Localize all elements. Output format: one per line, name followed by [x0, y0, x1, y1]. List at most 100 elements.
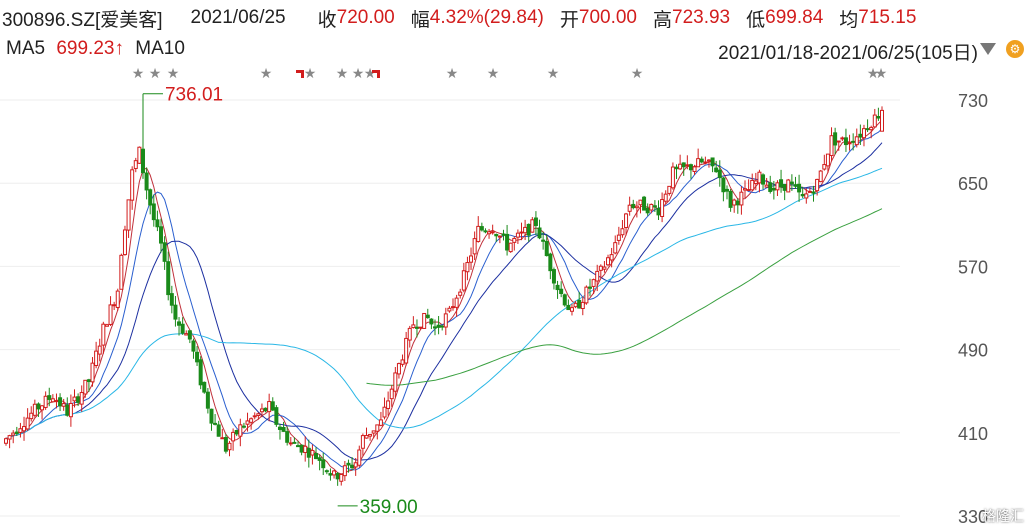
max-label: 736.01 [165, 85, 223, 106]
candle-body [631, 203, 636, 209]
candle-body [544, 240, 549, 257]
candle-body [342, 465, 347, 477]
candle-body [151, 203, 156, 221]
candle-body [184, 333, 189, 336]
candle-body [771, 187, 776, 191]
candle-body [642, 196, 647, 211]
candle-body [652, 205, 657, 208]
moving-averages [5, 119, 883, 475]
watermark: 格隆汇 [982, 508, 1024, 524]
candle-body [231, 431, 236, 442]
ma20-line [5, 142, 883, 461]
candle-body [83, 379, 88, 395]
candle-body [681, 162, 686, 168]
candle-body [670, 166, 675, 189]
date-range[interactable]: 2021/01/18-2021/06/25(105日) [718, 43, 978, 64]
candle-body [263, 407, 268, 412]
candle-body [537, 227, 542, 239]
avg-label: 均 [839, 9, 859, 31]
candle-body [378, 419, 383, 426]
candle-body [259, 408, 264, 413]
candle-body [717, 169, 722, 179]
candle-body [418, 326, 423, 329]
candle-body [706, 159, 711, 162]
candle-body [566, 305, 571, 311]
candle-body [443, 313, 448, 328]
candle-body [32, 403, 37, 416]
range-dropdown-icon[interactable] [980, 43, 996, 55]
candle-body [451, 306, 456, 309]
candle-body [710, 157, 715, 167]
candle-body [18, 428, 23, 433]
ma60-line [5, 167, 883, 440]
candle-body [724, 188, 729, 192]
candle-body [613, 242, 618, 254]
candle-body [40, 405, 45, 411]
candle-body [50, 398, 55, 403]
candle-body [339, 473, 344, 482]
y-tick-label: 650 [958, 174, 988, 194]
candle-body [779, 179, 784, 188]
candle-body [869, 126, 874, 131]
candle-body [746, 189, 751, 192]
low-label: 低 [746, 9, 766, 31]
candle-body [876, 116, 881, 119]
candle-body [332, 470, 337, 476]
candle-body [797, 183, 802, 193]
event-star: ★ [304, 65, 317, 81]
candle-body [393, 372, 398, 392]
change-value: 4.32%(29.84) [429, 7, 544, 28]
event-star: ★ [487, 65, 500, 81]
candle-body [843, 137, 848, 146]
candle-body [86, 379, 91, 383]
ma120-line [366, 208, 883, 386]
candle-body [108, 304, 113, 325]
settings-icon[interactable]: ⚙ [1006, 40, 1024, 58]
ma5-value: 699.23↑ [56, 38, 124, 59]
event-flag [301, 70, 304, 78]
change-label: 幅 [410, 9, 430, 31]
candle-body [591, 279, 596, 287]
event-markers: ★ ★ ★ ★ ★ ★ ★ ★ ★ ★ ★ ★ ★★ [132, 65, 888, 81]
candle-body [414, 326, 419, 329]
stock-code-name: 300896.SZ[爱美客] [2, 9, 163, 31]
candle-body [505, 233, 510, 251]
candle-body [764, 184, 769, 188]
candle-body [667, 185, 672, 194]
candle-body [36, 403, 41, 410]
candle-body [314, 452, 319, 460]
candle-body [140, 148, 145, 174]
candle-body [822, 164, 827, 170]
candle-body [191, 340, 196, 352]
candle-body [732, 199, 737, 206]
candle-body [847, 142, 852, 145]
candle-body [476, 225, 481, 242]
candle-body [144, 172, 149, 191]
candle-body [447, 307, 452, 312]
candle-body [205, 391, 210, 409]
candle-body [469, 255, 474, 263]
candle-body [678, 163, 683, 170]
candle-body [159, 226, 164, 244]
candle-body [72, 396, 77, 402]
candle-body [595, 270, 600, 282]
candle-body [274, 407, 279, 425]
candle-body [728, 190, 733, 208]
candle-body [357, 449, 362, 466]
candle-body [743, 188, 748, 191]
candle-body [602, 266, 607, 270]
candle-body [768, 182, 773, 192]
candle-body [807, 190, 812, 193]
candle-body [296, 445, 300, 448]
candle-body [638, 199, 643, 206]
candle-body [292, 441, 297, 444]
open-value: 700.00 [578, 7, 637, 28]
event-star: ★ [867, 65, 880, 81]
candle-body [90, 362, 95, 383]
candle-body [753, 180, 758, 185]
candle-body [177, 321, 182, 326]
candle-body [79, 392, 84, 405]
candle-body [829, 135, 834, 157]
candle-body [627, 204, 632, 212]
